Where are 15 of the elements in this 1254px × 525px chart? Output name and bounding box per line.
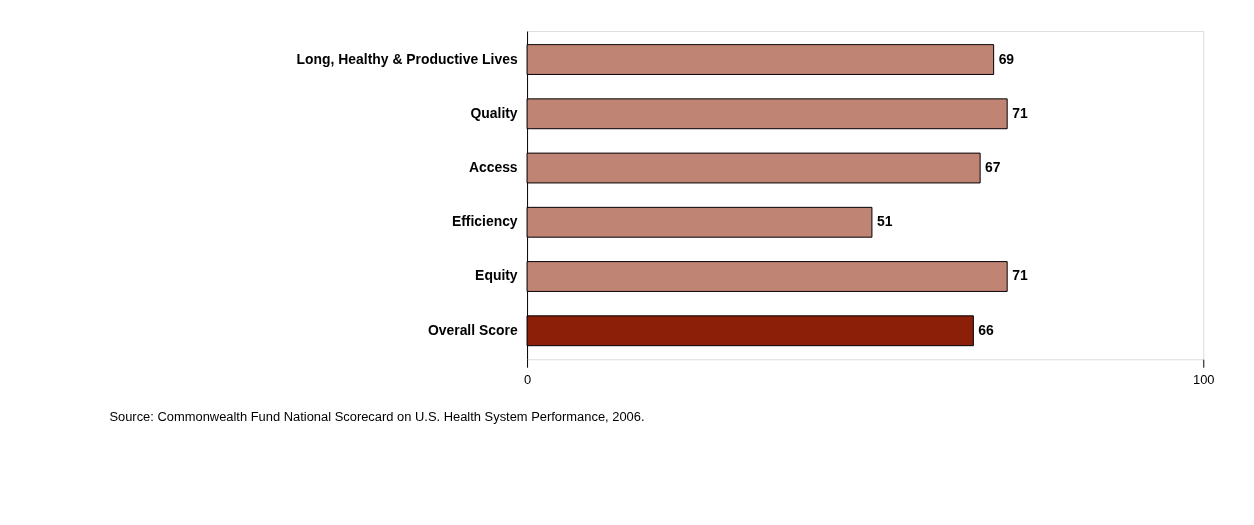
data-label: 69 xyxy=(998,50,1015,67)
y-tick-label: Access xyxy=(468,159,518,176)
data-label: 51 xyxy=(876,213,893,230)
data-label: 66 xyxy=(978,321,995,338)
y-tick-label: Long, Healthy & Productive Lives xyxy=(296,50,518,67)
x-tick-label: 0 xyxy=(523,371,532,387)
data-label: 71 xyxy=(1012,104,1028,121)
x-tick-label: 100 xyxy=(1193,371,1215,387)
y-tick-label: Quality xyxy=(470,104,518,121)
data-label: 71 xyxy=(1012,267,1028,284)
source-note: Source: Commonwealth Fund National Scorecard on U.S. Health System Performance, 2006. xyxy=(109,408,645,424)
data-label: 67 xyxy=(985,159,1001,176)
y-tick-label: Overall Score xyxy=(427,321,518,338)
y-tick-label: Equity xyxy=(475,267,518,284)
y-tick-label: Efficiency xyxy=(451,213,518,230)
